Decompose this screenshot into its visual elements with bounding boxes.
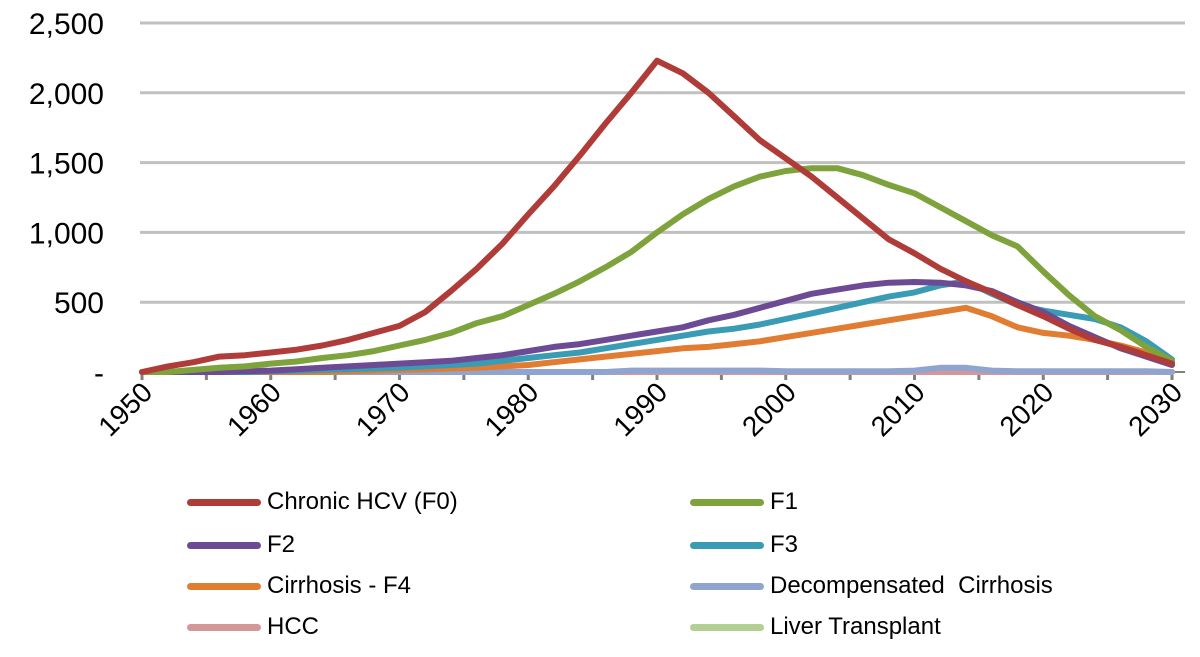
y-axis: - 500 1,000 1,500 2,000 2,500 [29, 8, 104, 390]
y-tick-label: 1,500 [29, 148, 104, 181]
y-tick-label: 2,500 [29, 8, 104, 41]
x-axis: 1950 1960 1970 1980 1990 2000 2010 2020 2030 [92, 371, 1188, 442]
x-tick-label: 2010 [865, 376, 931, 442]
series-line-chronic-hcv-f0 [139, 57, 1175, 375]
x-tick-label: 1990 [607, 376, 673, 442]
x-tick-label: 2030 [1122, 376, 1188, 442]
x-tick-label: 1970 [350, 376, 416, 442]
y-tick-label: 1,000 [29, 217, 104, 250]
x-tick-label: 2020 [994, 376, 1060, 442]
y-tick-label: 2,000 [29, 78, 104, 111]
x-tick-label: 1960 [221, 376, 287, 442]
y-tick-label: - [94, 357, 104, 390]
y-tick-label: 500 [54, 287, 104, 320]
x-tick-label: 1980 [479, 376, 545, 442]
series-line-f1 [139, 165, 1175, 375]
series-lines [139, 57, 1175, 375]
x-tick-label: 2000 [736, 376, 802, 442]
